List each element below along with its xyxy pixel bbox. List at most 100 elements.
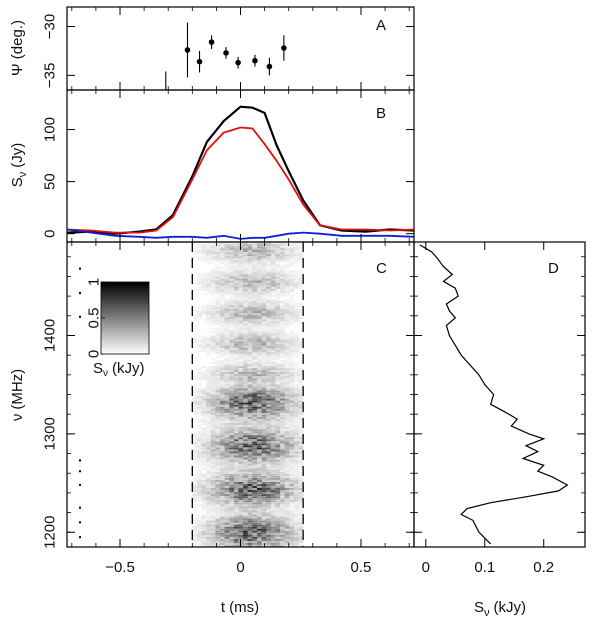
heatmap-cell — [298, 252, 304, 255]
heatmap-cell — [266, 488, 272, 490]
heatmap-cell — [196, 246, 202, 249]
heatmap-cell — [196, 486, 202, 488]
heatmap-cell — [298, 398, 304, 401]
heatmap-cell — [257, 339, 262, 342]
heatmap-cell — [247, 359, 253, 362]
heatmap-cell — [252, 315, 258, 318]
heatmap-cell — [229, 492, 235, 495]
heatmap-cell — [293, 477, 299, 480]
heatmap-cell — [229, 498, 235, 501]
heatmap-cell — [220, 398, 225, 401]
heatmap-cell — [224, 319, 230, 322]
heatmap-cell — [257, 427, 262, 429]
heatmap-cell — [215, 461, 221, 464]
heatmap-cell — [192, 339, 198, 342]
heatmap-cell — [233, 538, 239, 541]
heatmap-cell — [275, 471, 281, 474]
heatmap-cell — [247, 341, 253, 344]
heatmap-cell — [210, 459, 216, 462]
heatmap-cell — [261, 457, 267, 460]
heatmap-cell — [293, 500, 299, 503]
heatmap-cell — [196, 490, 202, 493]
heatmap-cell — [298, 386, 304, 389]
heatmap-cell — [257, 258, 262, 261]
heatmap-cell — [206, 390, 212, 393]
psi-point — [235, 59, 241, 66]
heatmap-cell — [247, 364, 253, 366]
heatmap-cell — [266, 408, 272, 411]
heatmap-cell — [206, 331, 212, 334]
heatmap-cell — [293, 317, 299, 320]
heatmap-cell — [201, 343, 207, 346]
heatmap-cell — [206, 341, 212, 344]
heatmap-cell — [266, 492, 272, 495]
heatmap-cell — [206, 258, 212, 261]
heatmap-cell — [220, 315, 225, 318]
heatmap-cell — [252, 522, 258, 525]
heatmap-cell — [215, 431, 221, 434]
heatmap-cell — [201, 492, 207, 495]
heatmap-cell — [257, 518, 262, 521]
heatmap-cell — [229, 351, 235, 354]
heatmap-cell — [229, 538, 235, 541]
heatmap-cell — [233, 286, 239, 289]
colorbar-tick-label: 0.5 — [86, 308, 103, 329]
heatmap-cell — [206, 469, 212, 472]
heatmap-cell — [289, 441, 295, 444]
heatmap-cell — [238, 266, 244, 269]
heatmap-cell — [280, 276, 286, 279]
heatmap-cell — [229, 512, 235, 515]
heatmap-cell — [252, 349, 258, 352]
heatmap-cell — [270, 382, 276, 385]
heatmap-cell — [229, 528, 235, 531]
heatmap-cell — [284, 307, 290, 310]
heatmap-cell — [196, 274, 202, 277]
heatmap-cell — [289, 518, 295, 521]
heatmap-cell — [289, 447, 295, 450]
heatmap-cell — [257, 532, 262, 535]
heatmap-cell — [289, 540, 295, 543]
heatmap-cell — [229, 469, 235, 472]
heatmap-cell — [201, 248, 207, 251]
heatmap-cell — [275, 296, 281, 299]
heatmap-cell — [252, 270, 258, 273]
heatmap-cell — [224, 382, 230, 385]
heatmap-cell — [275, 492, 281, 495]
heatmap-cell — [280, 313, 286, 316]
heatmap-cell — [298, 390, 304, 393]
heatmap-cell — [243, 536, 249, 539]
heatmap-cell — [210, 284, 216, 287]
heatmap-cell — [266, 479, 272, 482]
heatmap-cell — [206, 512, 212, 515]
heatmap-cell — [224, 290, 230, 293]
heatmap-cell — [210, 337, 216, 340]
heatmap-cell — [215, 386, 221, 389]
heatmap-cell — [261, 390, 267, 393]
heatmap-cell — [257, 540, 262, 543]
heatmap-cell — [270, 534, 276, 537]
heatmap-cell — [196, 376, 202, 379]
heatmap-cell — [233, 461, 239, 464]
heatmap-cell — [233, 420, 239, 423]
heatmap-cell — [284, 479, 290, 482]
heatmap-cell — [233, 514, 239, 517]
heatmap-cell — [201, 274, 207, 277]
heatmap-cell — [252, 376, 258, 379]
heatmap-cell — [201, 467, 207, 470]
heatmap-cell — [243, 447, 249, 450]
heatmap-cell — [261, 317, 267, 320]
heatmap-cell — [238, 313, 244, 316]
heatmap-cell — [201, 435, 207, 438]
heatmap-cell — [220, 372, 225, 375]
heatmap-cell — [224, 494, 230, 497]
heatmap-cell — [275, 429, 281, 432]
heatmap-cell — [270, 321, 276, 324]
heatmap-cell — [224, 459, 230, 462]
heatmap-cell — [243, 376, 249, 379]
heatmap-cell — [261, 286, 267, 289]
heatmap-cell — [220, 390, 225, 393]
heatmap-cell — [238, 518, 244, 521]
heatmap-cell — [243, 425, 249, 427]
heatmap-cell — [252, 364, 258, 366]
heatmap-cell — [275, 270, 281, 273]
